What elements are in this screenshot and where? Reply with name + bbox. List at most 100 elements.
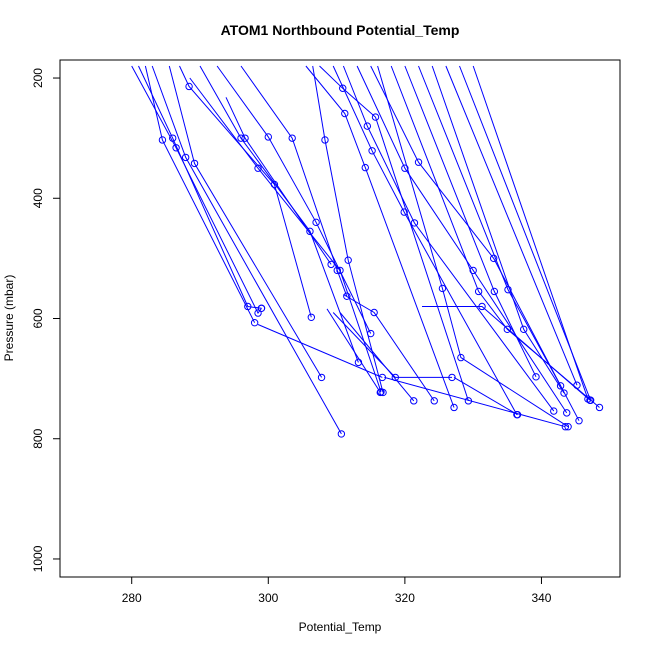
data-point (478, 302, 486, 311)
data-point (414, 158, 423, 166)
series-line (179, 65, 312, 318)
data-point (595, 403, 604, 412)
series-line (138, 65, 262, 309)
data-point (327, 260, 335, 269)
series-34 (384, 376, 570, 431)
series-9 (225, 97, 335, 269)
data-point (306, 227, 314, 236)
data-point (430, 397, 438, 405)
data-point (410, 219, 419, 227)
y-tick-label: 800 (31, 428, 45, 448)
series-23 (370, 65, 583, 425)
data-point (371, 113, 380, 121)
series-26 (390, 65, 604, 412)
data-point (563, 409, 571, 417)
x-tick-label: 340 (531, 591, 551, 605)
data-point (400, 208, 408, 216)
data-point (457, 353, 465, 362)
x-tick-label: 280 (122, 591, 142, 605)
series-line (312, 65, 384, 393)
series-28 (418, 65, 565, 390)
data-point (254, 309, 262, 317)
data-point (556, 382, 565, 390)
series-line (418, 65, 562, 387)
data-point (333, 266, 341, 275)
data-point (490, 287, 499, 296)
data-point (244, 302, 252, 311)
data-point (401, 164, 409, 172)
data-point (370, 308, 378, 317)
data-point (532, 373, 540, 381)
y-tick-label: 200 (31, 68, 45, 88)
series-line (339, 312, 415, 402)
series-line (431, 65, 565, 394)
series-29 (431, 65, 568, 397)
series-16 (339, 312, 418, 405)
y-tick-label: 600 (31, 308, 45, 328)
series-line (305, 65, 455, 408)
chart-title: ATOM1 Northbound Potential_Temp (221, 22, 460, 38)
data-point (450, 403, 458, 412)
series-line (144, 65, 256, 323)
data-point (312, 218, 320, 227)
series-line (390, 65, 600, 408)
data-point (168, 134, 177, 142)
data-point (307, 313, 316, 321)
series-layer (131, 65, 604, 438)
data-point (321, 136, 329, 144)
data-point (250, 319, 259, 327)
series-line (356, 65, 568, 414)
data-point (474, 287, 483, 296)
y-axis: 200 400 600 800 1000 (31, 68, 60, 572)
data-point (172, 144, 180, 152)
data-point (341, 109, 349, 118)
data-point (363, 122, 372, 130)
data-point (190, 159, 199, 168)
series-line (343, 294, 435, 402)
data-point (181, 153, 190, 162)
data-point (237, 134, 245, 142)
x-tick-label: 300 (258, 591, 278, 605)
data-point (584, 395, 592, 403)
data-point (337, 430, 346, 438)
data-point (254, 164, 262, 172)
data-point (561, 423, 570, 431)
series-18 (305, 65, 458, 412)
data-point (560, 389, 568, 397)
series-17 (343, 294, 438, 405)
x-axis-label: Potential_Temp (299, 620, 382, 634)
y-axis-label: Pressure (mbar) (2, 275, 16, 362)
series-line (472, 65, 589, 400)
series-line (199, 65, 359, 363)
data-point (241, 134, 249, 142)
data-point (410, 397, 418, 405)
data-point (575, 416, 583, 425)
data-point (448, 373, 456, 382)
data-point (438, 284, 447, 293)
series-line (384, 376, 566, 428)
series-line (326, 308, 381, 393)
series-line (453, 376, 518, 416)
data-point (376, 388, 384, 397)
data-point (288, 134, 296, 142)
series-15 (332, 312, 456, 382)
data-point (344, 256, 352, 264)
data-point (489, 254, 498, 263)
series-line (216, 65, 372, 334)
data-point (339, 84, 347, 92)
series-line (332, 312, 452, 378)
series-line (257, 324, 383, 378)
series-line (377, 65, 569, 428)
data-point (257, 304, 266, 312)
y-tick-label: 1000 (31, 545, 45, 572)
series-4 (151, 65, 346, 438)
data-point (504, 285, 512, 294)
series-line (319, 65, 469, 402)
data-point (503, 325, 512, 334)
series-14 (326, 308, 384, 397)
series-3 (138, 65, 266, 312)
data-point (361, 163, 369, 172)
series-22 (356, 65, 571, 417)
